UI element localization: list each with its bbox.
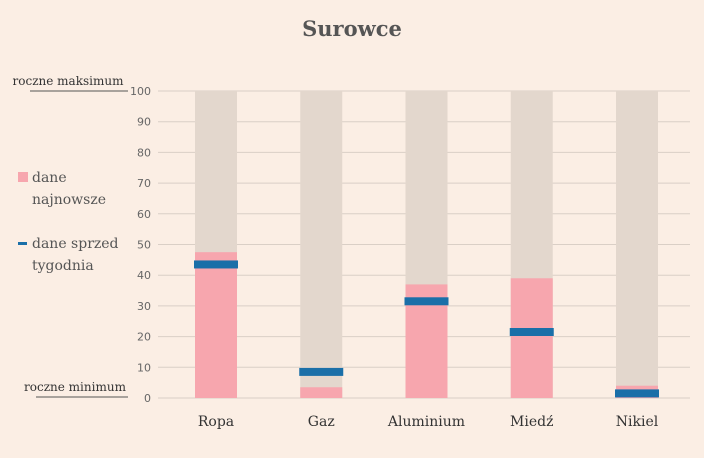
x-axis-labels: Ropa Gaz Aluminium Miedź Nikiel	[198, 414, 659, 430]
annotation-min-label: roczne minimum	[24, 380, 127, 394]
annotation-max-label: roczne maksimum	[13, 74, 125, 88]
y-tick-label: 60	[137, 208, 151, 221]
x-category-label: Gaz	[308, 414, 335, 430]
chart-title: Surowce	[302, 16, 402, 41]
current-bar	[300, 387, 343, 398]
x-category-label: Ropa	[198, 414, 234, 430]
range-bar	[300, 91, 343, 398]
y-tick-label: 90	[137, 116, 151, 129]
y-tick-label: 50	[137, 239, 151, 252]
x-category-label: Miedź	[510, 414, 553, 430]
current-bar	[195, 252, 237, 398]
x-category-label: Nikiel	[616, 414, 659, 430]
y-tick-label: 80	[137, 146, 151, 159]
range-annotations: roczne maksimum roczne minimum	[13, 74, 128, 398]
legend-swatch-week	[18, 242, 27, 245]
legend-swatch-current	[18, 172, 28, 182]
y-tick-label: 30	[137, 300, 151, 313]
y-tick-label: 100	[130, 85, 151, 98]
y-tick-label: 40	[137, 269, 151, 282]
y-tick-label: 10	[137, 361, 151, 374]
week-marker	[299, 367, 344, 376]
bars	[194, 91, 659, 398]
x-category-label: Aluminium	[387, 414, 465, 430]
y-tick-label: 20	[137, 331, 151, 344]
week-marker	[194, 260, 238, 269]
legend-label-week-line1: dane sprzed	[32, 236, 119, 252]
week-marker	[509, 327, 554, 336]
y-axis-ticks: 0 10 20 30 40 50 60 70 80 90 100	[130, 85, 151, 405]
legend-label-current-line1: dane	[32, 170, 67, 186]
legend-label-week-line2: tygodnia	[32, 258, 94, 274]
week-marker	[404, 297, 449, 306]
week-marker	[615, 389, 659, 398]
y-tick-label: 0	[144, 392, 151, 405]
current-bar	[510, 278, 553, 398]
range-bar	[616, 91, 658, 398]
y-tick-label: 70	[137, 177, 151, 190]
legend: dane najnowsze dane sprzed tygodnia	[18, 170, 119, 274]
legend-label-current-line2: najnowsze	[32, 192, 106, 208]
